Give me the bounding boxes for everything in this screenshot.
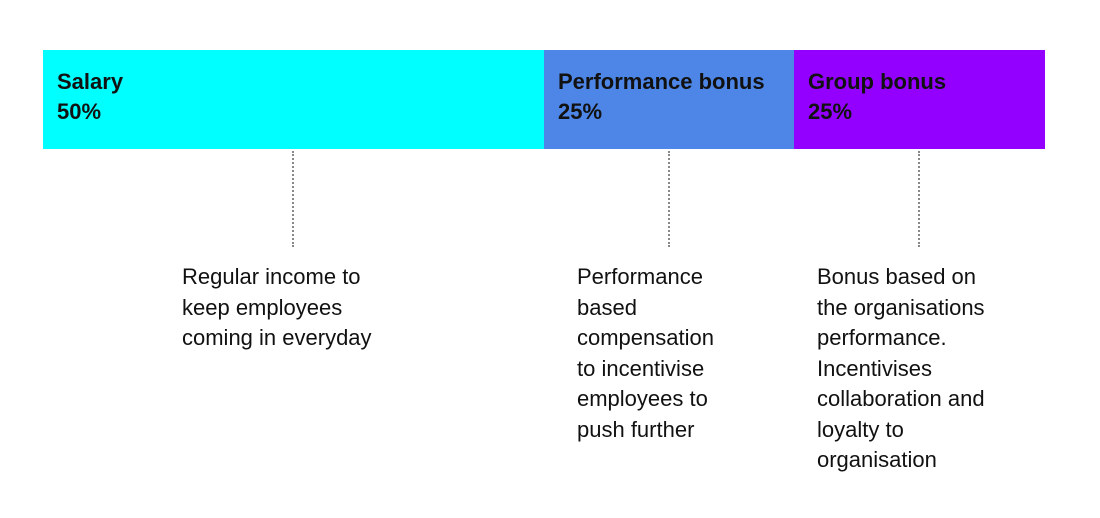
segment-percentage: 25%	[558, 99, 603, 124]
description-line: compensation	[577, 325, 714, 350]
description-line: Regular income to	[182, 264, 361, 289]
description-performance-bonus: Performance based compensation to incent…	[577, 262, 714, 445]
description-group-bonus: Bonus based on the organisations perform…	[817, 262, 985, 476]
description-line: keep employees	[182, 294, 343, 320]
description-line: loyalty to	[817, 416, 904, 442]
connector-group-bonus	[918, 151, 920, 247]
segment-percentage: 50%	[57, 99, 102, 124]
description-line: employees to	[577, 386, 708, 411]
connector-salary	[292, 151, 294, 247]
description-line: coming in everyday	[182, 325, 372, 350]
description-line: Performance	[577, 264, 703, 289]
connector-performance-bonus	[668, 151, 670, 247]
segment-label: Performance bonus	[558, 69, 765, 94]
description-line: Bonus based on	[817, 264, 977, 289]
segment-salary: Salary 50%	[43, 50, 544, 149]
description-line: the organisations	[817, 294, 985, 320]
description-line: to incentivise	[577, 355, 705, 381]
segment-group-bonus: Group bonus 25%	[794, 50, 1045, 149]
description-salary: Regular income to keep employees coming …	[182, 262, 372, 354]
segment-label: Salary	[57, 69, 124, 94]
segment-label: Group bonus	[808, 69, 947, 94]
segment-performance-bonus: Performance bonus 25%	[544, 50, 794, 149]
description-line: push further	[577, 416, 695, 442]
description-line: performance.	[817, 325, 947, 350]
description-line: based	[577, 294, 637, 320]
description-line: organisation	[817, 447, 937, 472]
compensation-bar: Salary 50% Performance bonus 25% Group b…	[43, 50, 1045, 149]
segment-percentage: 25%	[808, 99, 853, 124]
description-line: Incentivises	[817, 355, 932, 381]
description-line: collaboration and	[817, 386, 985, 411]
